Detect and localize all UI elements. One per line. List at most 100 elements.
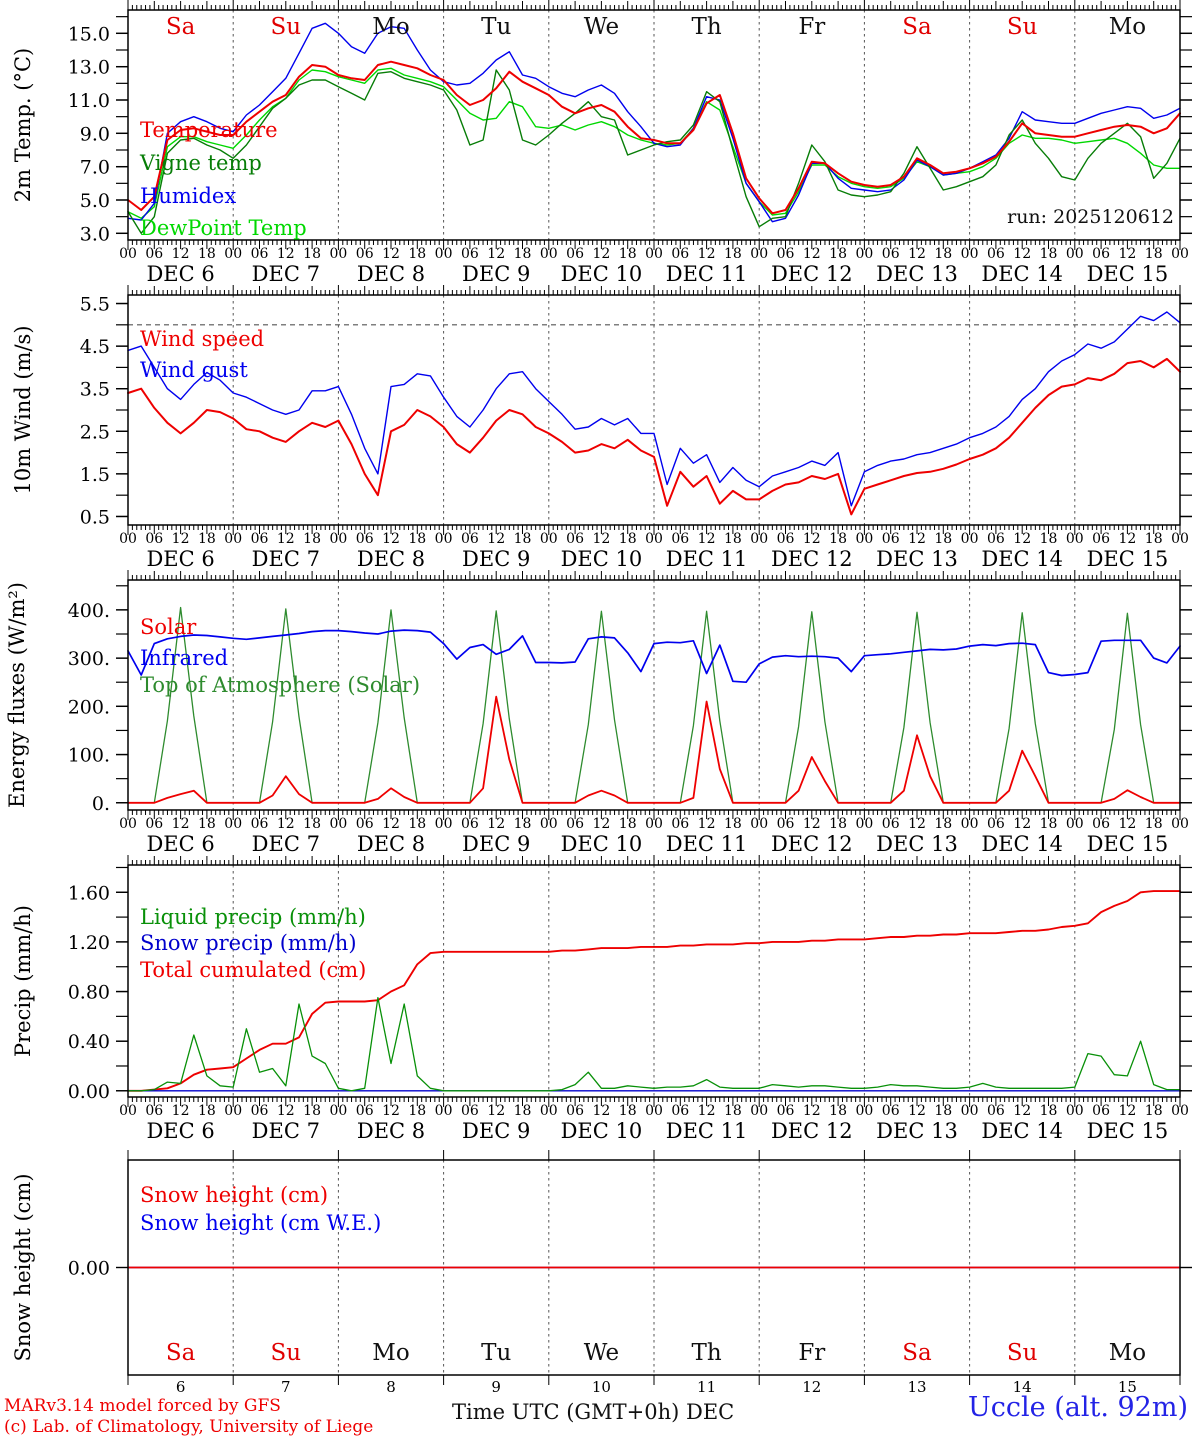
date-label: DEC 15 [1087,547,1169,571]
hour-tick-label: 06 [356,816,374,832]
hour-tick-label: 18 [1040,1103,1058,1119]
y-tick-label: 13.0 [68,57,110,79]
hour-tick-label: 12 [908,1103,926,1119]
day-name-label: Fr [798,14,825,40]
hour-tick-label: 12 [1118,246,1136,262]
hour-tick-label: 18 [829,816,847,832]
hour-tick-label: 12 [487,531,505,547]
hour-tick-label: 00 [855,246,873,262]
hour-tick-label: 00 [750,816,768,832]
hour-tick-label: 18 [829,531,847,547]
hour-tick-label: 18 [198,531,216,547]
y-tick-label: 0. [92,793,110,815]
hour-tick-label: 18 [934,816,952,832]
date-label: DEC 13 [876,832,958,856]
hour-tick-label: 00 [224,246,242,262]
hour-tick-label: 12 [172,246,190,262]
hour-tick-label: 06 [145,1103,163,1119]
date-label: DEC 11 [666,547,748,571]
hour-tick-label: 18 [514,246,532,262]
hour-tick-label: 06 [987,246,1005,262]
hour-tick-label: 18 [1145,1103,1163,1119]
hour-tick-label: 06 [1092,531,1110,547]
y-tick-label: 0.00 [68,1081,110,1103]
hour-tick-label: 12 [698,531,716,547]
hour-tick-label: 18 [408,246,426,262]
station-label: Uccle (alt. 92m) [968,1392,1188,1423]
model-credit: MARv3.14 model forced by GFS [4,1396,281,1416]
hour-tick-label: 00 [224,816,242,832]
day-name-label: Sa [902,14,932,40]
date-label: DEC 9 [462,262,530,286]
date-label: DEC 11 [666,1119,748,1143]
hour-tick-label: 06 [1092,816,1110,832]
hour-tick-label: 12 [1013,1103,1031,1119]
hour-tick-label: 06 [566,531,584,547]
y-axis-title-snow: Snow height (cm) [11,1173,35,1361]
hour-tick-label: 00 [961,1103,979,1119]
y-tick-label: 4.5 [80,336,110,358]
temperature-line [127,60,1181,215]
wind-speed-line [127,357,1181,516]
hour-tick-label: 12 [803,246,821,262]
day-name-label: Su [271,14,302,40]
hour-tick-label: 00 [329,1103,347,1119]
hour-tick-label: 18 [514,531,532,547]
hour-tick-label: 18 [1145,246,1163,262]
day-number-label: 9 [491,1378,501,1396]
hour-tick-label: 06 [882,531,900,547]
hour-tick-label: 06 [145,531,163,547]
hour-tick-label: 00 [1171,1103,1189,1119]
hour-tick-label: 00 [540,246,558,262]
hour-tick-label: 12 [172,816,190,832]
hour-tick-label: 18 [724,246,742,262]
hour-tick-label: 18 [408,1103,426,1119]
date-label: DEC 9 [462,832,530,856]
hour-tick-label: 06 [671,531,689,547]
hour-tick-label: 18 [198,246,216,262]
hour-tick-label: 12 [277,246,295,262]
hour-tick-label: 18 [303,816,321,832]
hour-tick-label: 00 [645,246,663,262]
date-label: DEC 6 [146,262,214,286]
day-name-label: Mo [372,1340,409,1366]
hour-tick-label: 06 [1092,1103,1110,1119]
hour-tick-label: 00 [645,816,663,832]
hour-tick-label: 12 [172,531,190,547]
hour-tick-label: 18 [829,1103,847,1119]
date-label: DEC 10 [561,547,643,571]
hour-tick-label: 06 [777,816,795,832]
date-label: DEC 10 [561,832,643,856]
day-number-label: 8 [386,1378,396,1396]
hour-tick-label: 12 [1013,816,1031,832]
hour-tick-label: 12 [803,1103,821,1119]
hour-tick-label: 18 [198,1103,216,1119]
day-number-label: 11 [697,1378,716,1396]
hour-tick-label: 00 [645,1103,663,1119]
y-tick-label: 5.5 [80,294,110,316]
y-tick-label: 2.5 [80,421,110,443]
day-name-label: Su [1007,1340,1038,1366]
hour-tick-label: 06 [987,531,1005,547]
run-label: run: 2025120612 [1007,206,1174,228]
panel-wind10m: 0.5 1.5 2.5 3.5 4.5 5.5 10m Wind (m/s) 00 06 12 18… [11,285,1192,571]
day-name-label: Sa [166,1340,196,1366]
hour-tick-label: 06 [356,531,374,547]
hour-tick-label: 06 [566,246,584,262]
hour-tick-label: 12 [1118,816,1136,832]
day-name-label: Th [692,14,722,40]
legend-solar: Solar [140,615,197,639]
hour-tick-label: 00 [119,816,137,832]
hour-tick-label: 18 [829,246,847,262]
legend-top-of-atmosphere-solar: Top of Atmosphere (Solar) [140,673,420,697]
hour-tick-label: 00 [435,816,453,832]
hour-tick-label: 00 [329,531,347,547]
date-label: DEC 10 [561,1119,643,1143]
date-label: DEC 8 [357,547,425,571]
y-axis-title-wind10m: 10m Wind (m/s) [11,325,35,494]
y-tick-label: 300. [68,648,110,670]
hour-tick-label: 06 [356,1103,374,1119]
hour-tick-label: 12 [908,246,926,262]
hour-tick-label: 00 [961,531,979,547]
